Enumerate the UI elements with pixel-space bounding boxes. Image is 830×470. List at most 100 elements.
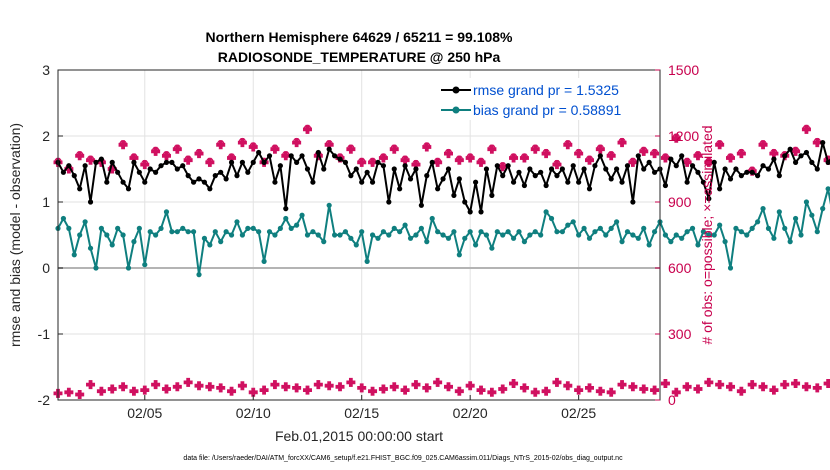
bias-point [169, 229, 175, 235]
rmse-point [359, 179, 365, 185]
assimilated-obs-marker [726, 153, 736, 163]
bias-point [462, 235, 468, 241]
assimilated-obs-marker [715, 380, 725, 390]
assimilated-obs-marker [574, 385, 584, 395]
rmse-point [234, 173, 240, 179]
rmse-point [614, 166, 620, 172]
rmse-point [527, 166, 533, 172]
rmse-point [809, 159, 815, 165]
possible-obs-marker [683, 157, 691, 165]
bias-point [77, 232, 83, 238]
possible-obs-marker [293, 137, 301, 146]
rmse-point [82, 163, 88, 169]
bias-point [738, 229, 744, 235]
assimilated-obs-marker [660, 153, 670, 163]
bias-point [201, 235, 208, 241]
assimilated-obs-marker [465, 381, 475, 391]
possible-obs-marker [661, 153, 670, 161]
bias-point [223, 229, 229, 235]
rmse-point [272, 179, 278, 185]
assimilated-obs-marker [346, 144, 356, 154]
assimilated-obs-marker [346, 377, 356, 387]
possible-obs-marker [86, 155, 95, 163]
bias-point [304, 232, 311, 238]
assimilated-obs-marker [357, 157, 367, 167]
bias-point [397, 229, 403, 235]
axis-ticks: 02/05 02/10 02/15 02/20 02/25 -2 -1 0 1 2 3 0 300 600… [38, 62, 700, 421]
bias-point [614, 219, 620, 225]
bias-point [386, 232, 392, 238]
rmse-point [592, 163, 598, 169]
bias-point [359, 229, 365, 235]
assimilated-obs-marker [216, 140, 226, 150]
rmse-point [619, 179, 625, 185]
assimilated-obs-marker [129, 386, 139, 396]
bias-point [413, 232, 419, 238]
bias-point [776, 209, 782, 215]
possible-obs-marker [596, 144, 604, 152]
bias-point [445, 235, 452, 241]
rmse-point [494, 163, 500, 169]
rmse-point [299, 153, 305, 159]
bias-point [147, 229, 153, 235]
y2-tick-label: 0 [668, 392, 676, 408]
possible-obs-marker [585, 155, 594, 163]
possible-obs-marker [650, 148, 659, 157]
bias-point [66, 225, 72, 231]
bias-point [60, 215, 67, 222]
bias-point [478, 229, 484, 235]
rmse-point [120, 179, 126, 185]
obs-series-2 [53, 377, 830, 399]
bias-point [136, 225, 142, 231]
bias-point [755, 219, 761, 225]
assimilated-obs-marker [237, 138, 247, 148]
x-tick-label: 02/05 [127, 405, 162, 421]
rmse-point [364, 169, 370, 175]
y-tick-label: 3 [42, 62, 50, 78]
bias-point [456, 252, 462, 258]
bias-point [554, 229, 560, 235]
assimilated-obs-marker [606, 151, 616, 161]
bias-point [635, 235, 641, 241]
possible-obs-marker [542, 148, 550, 157]
rmse-point [646, 159, 652, 165]
bias-point [825, 186, 830, 192]
rmse-point [153, 169, 159, 175]
bias-point [98, 225, 104, 231]
rmse-point [440, 176, 446, 182]
assimilated-obs-marker [107, 384, 117, 394]
bias-point [131, 239, 137, 245]
assimilated-obs-marker [530, 387, 540, 397]
rmse-point [456, 176, 462, 182]
bias-point [500, 232, 506, 238]
assimilated-obs-marker [292, 138, 302, 148]
bias-point [283, 215, 289, 222]
assimilated-obs-marker [780, 380, 790, 390]
rmse-point [435, 186, 441, 192]
assimilated-obs-marker [476, 385, 486, 395]
bias-point [337, 232, 343, 238]
bias-point [142, 262, 148, 268]
bias-point [559, 229, 565, 235]
possible-obs-marker [726, 153, 735, 161]
rmse-point [516, 169, 522, 175]
possible-obs-marker [455, 155, 463, 163]
y-tick-label: 2 [42, 128, 50, 144]
rmse-point [163, 159, 170, 165]
rmse-point [445, 166, 452, 172]
assimilated-obs-marker [671, 133, 681, 143]
legend-rmse-marker [452, 86, 460, 94]
bias-point [641, 225, 647, 231]
possible-obs-marker [173, 144, 181, 152]
possible-obs-marker [791, 146, 800, 154]
assimilated-obs-marker [639, 384, 649, 394]
assimilated-obs-marker [769, 385, 779, 395]
assimilated-obs-marker [758, 382, 768, 392]
rmse-point [266, 153, 273, 159]
rmse-point [429, 159, 435, 165]
bias-point [527, 232, 533, 238]
x-axis-label: Feb.01,2015 00:00:00 start [275, 428, 443, 444]
rmse-point [391, 166, 397, 172]
rmse-point [174, 166, 180, 172]
bias-point [402, 222, 408, 228]
